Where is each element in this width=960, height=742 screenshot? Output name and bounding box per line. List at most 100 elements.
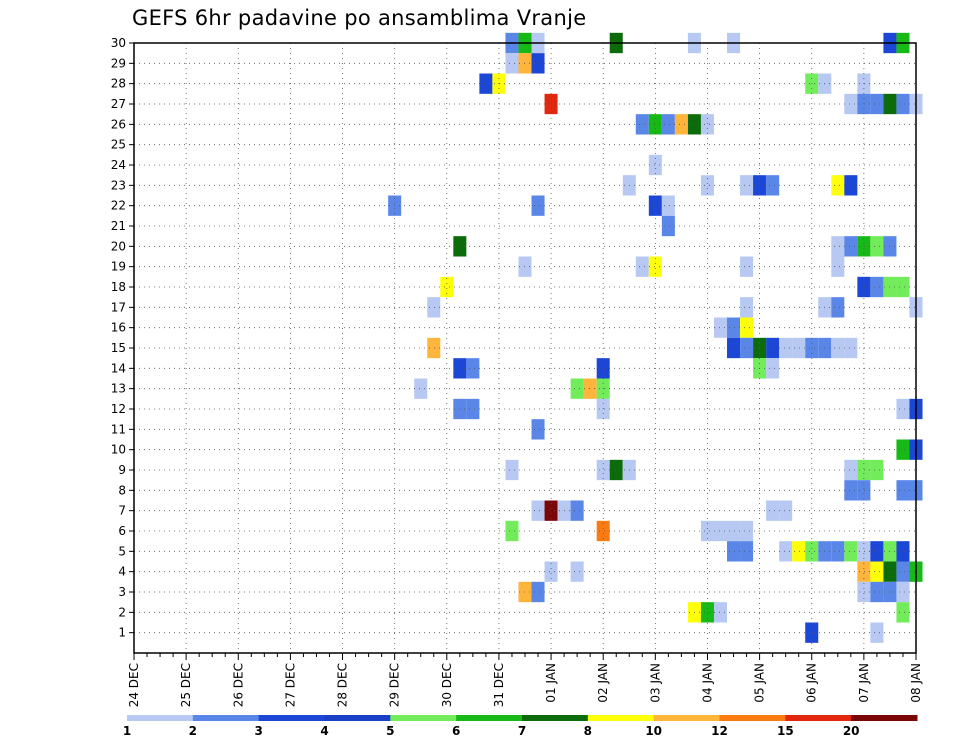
heatmap-cell [831, 297, 845, 318]
heatmap-cell [844, 175, 858, 196]
heatmap-cell [727, 520, 741, 542]
y-tick-label: 19 [111, 260, 126, 274]
heatmap-cell [727, 317, 741, 338]
colorbar-label: 10 [645, 724, 662, 738]
heatmap-cell [896, 276, 910, 298]
heatmap-cell [479, 73, 493, 94]
x-tick-label: 02 JAN [596, 663, 610, 703]
heatmap-cell [570, 500, 584, 521]
heatmap-cell [831, 175, 845, 196]
y-tick-label: 15 [111, 341, 126, 355]
heatmap-cell [896, 93, 910, 115]
heatmap-cell [466, 358, 480, 379]
heatmap-cell [896, 439, 910, 460]
y-tick-label: 18 [111, 280, 126, 294]
y-tick-label: 25 [111, 138, 126, 152]
heatmap-cell [844, 541, 858, 562]
heatmap-cell [531, 581, 545, 603]
heatmap-cell [713, 520, 728, 542]
heatmap-cell [700, 602, 714, 623]
y-tick-label: 21 [111, 219, 126, 233]
heatmap-cell [648, 114, 662, 135]
x-tick-label: 30 DEC [440, 663, 454, 707]
heatmap-cell [740, 175, 754, 196]
colorbar-swatch [324, 715, 391, 721]
y-tick-label: 4 [118, 565, 126, 579]
heatmap-cell [531, 195, 545, 216]
colorbar-label: 15 [777, 724, 794, 738]
heatmap-cell [700, 520, 714, 542]
x-tick-label: 06 JAN [805, 663, 819, 703]
y-tick-label: 26 [111, 117, 126, 131]
y-tick-label: 9 [118, 463, 126, 477]
heatmap-cell [766, 337, 780, 359]
colorbar-swatch [192, 715, 260, 721]
colorbar-label: 3 [254, 724, 262, 738]
heatmap-cell [440, 276, 454, 298]
heatmap-cell [779, 500, 793, 521]
colorbar-label: 6 [452, 724, 460, 738]
heatmap-cell [870, 541, 884, 562]
x-tick-label: 04 JAN [700, 663, 714, 703]
heatmap-cell [661, 195, 675, 216]
heatmap-cell [531, 500, 545, 521]
y-tick-label: 12 [111, 402, 126, 416]
heatmap-cell [505, 53, 519, 74]
heatmap-cell [870, 236, 884, 257]
heatmap-cell [844, 459, 858, 481]
heatmap-cell [661, 114, 675, 135]
x-tick-label: 05 JAN [753, 663, 767, 703]
y-tick-label: 1 [118, 626, 126, 640]
colorbar-swatch [522, 715, 589, 721]
heatmap-cell [427, 337, 441, 359]
x-axis-labels: 24 DEC 25 DEC 26 DEC 27 DEC 28 DEC 29 DEC 30 D… [127, 663, 923, 707]
heatmap-cell [896, 581, 910, 603]
colorbar-label: 1 [123, 724, 131, 738]
heatmap-cell [779, 337, 793, 359]
heatmap-cell [805, 337, 819, 359]
y-tick-label: 23 [111, 178, 126, 192]
colorbar-swatch [785, 715, 852, 721]
colorbar-label: 8 [584, 724, 592, 738]
colorbar-swatch [719, 715, 786, 721]
heatmap-cell [896, 480, 910, 501]
x-tick-label: 28 DEC [336, 663, 350, 707]
heatmap-cell [740, 297, 754, 318]
heatmap-cell [570, 378, 584, 399]
heatmap-cell [766, 175, 780, 196]
heatmap-cell [779, 541, 793, 562]
heatmap-cell [648, 154, 662, 176]
colorbar: 1 2 3 4 5 6 7 8 10 12 15 20 [123, 715, 918, 738]
colorbar-label: 20 [843, 724, 860, 738]
heatmap-cell [505, 459, 519, 481]
colorbar-swatch [851, 715, 918, 721]
colorbar-swatch [127, 715, 194, 721]
x-tick-label: 27 DEC [283, 663, 297, 707]
heatmap-cell [896, 398, 910, 420]
heatmap-cell [805, 622, 819, 643]
heatmap-cell [896, 561, 910, 582]
heatmap-cell [857, 581, 871, 603]
y-axis-labels: 1234567891011121314151617181920212223242… [111, 36, 126, 640]
heatmap-cell [713, 317, 728, 338]
heatmap-cell [896, 541, 910, 562]
heatmap-cell [505, 520, 519, 542]
colorbar-label: 12 [711, 724, 728, 738]
y-tick-label: 3 [118, 585, 126, 599]
y-tick-label: 8 [118, 483, 126, 497]
heatmap-cell [740, 541, 754, 562]
heatmap-cell [700, 114, 714, 135]
heatmap-cell [740, 337, 754, 359]
heatmap-cell [844, 480, 858, 501]
x-tick-label: 03 JAN [648, 663, 662, 703]
y-tick-label: 14 [111, 361, 126, 375]
heatmap-cell [870, 93, 884, 115]
y-tick-label: 28 [111, 77, 126, 91]
heatmap-cell [896, 602, 910, 623]
y-tick-label: 10 [111, 443, 126, 457]
heatmap-cell [427, 297, 441, 318]
heatmap-cell [648, 256, 662, 277]
heatmap-cell [635, 256, 649, 277]
x-tick-label: 26 DEC [231, 663, 245, 707]
y-tick-label: 24 [111, 158, 126, 172]
